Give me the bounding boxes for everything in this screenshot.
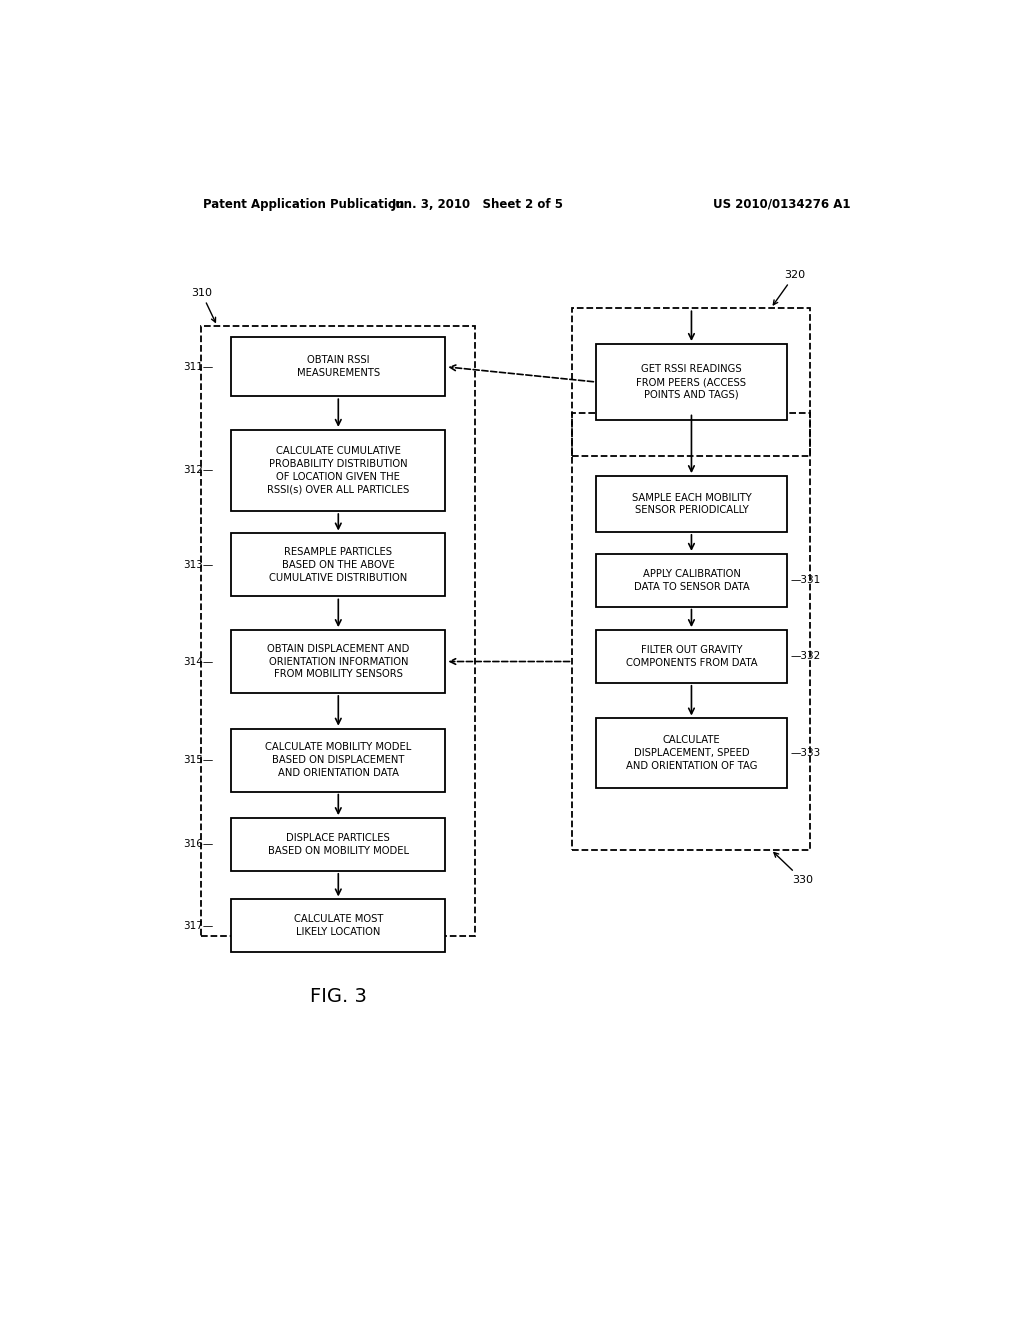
Text: Patent Application Publication: Patent Application Publication bbox=[204, 198, 404, 211]
Text: —332: —332 bbox=[791, 652, 821, 661]
Bar bbox=[231, 630, 445, 693]
Text: 311—: 311— bbox=[182, 362, 213, 372]
Text: FIG. 3: FIG. 3 bbox=[310, 987, 367, 1006]
Text: OBTAIN RSSI
MEASUREMENTS: OBTAIN RSSI MEASUREMENTS bbox=[297, 355, 380, 378]
Text: CALCULATE MOBILITY MODEL
BASED ON DISPLACEMENT
AND ORIENTATION DATA: CALCULATE MOBILITY MODEL BASED ON DISPLA… bbox=[265, 742, 412, 777]
Bar bbox=[231, 818, 445, 871]
Text: APPLY CALIBRATION
DATA TO SENSOR DATA: APPLY CALIBRATION DATA TO SENSOR DATA bbox=[634, 569, 750, 591]
Text: 330: 330 bbox=[774, 853, 813, 884]
Text: SAMPLE EACH MOBILITY
SENSOR PERIODICALLY: SAMPLE EACH MOBILITY SENSOR PERIODICALLY bbox=[632, 492, 752, 515]
Bar bbox=[596, 477, 786, 532]
Text: —331: —331 bbox=[791, 576, 821, 585]
Text: 315—: 315— bbox=[182, 755, 213, 766]
Bar bbox=[596, 554, 786, 607]
Text: Jun. 3, 2010   Sheet 2 of 5: Jun. 3, 2010 Sheet 2 of 5 bbox=[391, 198, 563, 211]
Text: CALCULATE CUMULATIVE
PROBABILITY DISTRIBUTION
OF LOCATION GIVEN THE
RSSI(s) OVER: CALCULATE CUMULATIVE PROBABILITY DISTRIB… bbox=[267, 446, 410, 495]
Text: FILTER OUT GRAVITY
COMPONENTS FROM DATA: FILTER OUT GRAVITY COMPONENTS FROM DATA bbox=[626, 645, 758, 668]
Bar bbox=[231, 899, 445, 952]
Bar bbox=[231, 533, 445, 597]
Bar bbox=[231, 729, 445, 792]
Text: CALCULATE
DISPLACEMENT, SPEED
AND ORIENTATION OF TAG: CALCULATE DISPLACEMENT, SPEED AND ORIENT… bbox=[626, 735, 757, 771]
Text: DISPLACE PARTICLES
BASED ON MOBILITY MODEL: DISPLACE PARTICLES BASED ON MOBILITY MOD… bbox=[268, 833, 409, 855]
Text: RESAMPLE PARTICLES
BASED ON THE ABOVE
CUMULATIVE DISTRIBUTION: RESAMPLE PARTICLES BASED ON THE ABOVE CU… bbox=[269, 548, 408, 582]
Text: 314—: 314— bbox=[182, 656, 213, 667]
Text: US 2010/0134276 A1: US 2010/0134276 A1 bbox=[713, 198, 850, 211]
Bar bbox=[231, 338, 445, 396]
Text: 317—: 317— bbox=[182, 921, 213, 931]
Bar bbox=[202, 326, 475, 936]
Bar bbox=[596, 718, 786, 788]
Text: CALCULATE MOST
LIKELY LOCATION: CALCULATE MOST LIKELY LOCATION bbox=[294, 915, 383, 937]
Text: —333: —333 bbox=[791, 748, 821, 758]
Text: 310: 310 bbox=[190, 288, 215, 322]
Bar bbox=[596, 630, 786, 682]
Text: 320: 320 bbox=[773, 269, 805, 305]
Text: 312—: 312— bbox=[182, 466, 213, 475]
Bar bbox=[572, 309, 810, 455]
Bar bbox=[572, 413, 810, 850]
Bar bbox=[231, 430, 445, 511]
Text: 313—: 313— bbox=[182, 560, 213, 570]
Text: OBTAIN DISPLACEMENT AND
ORIENTATION INFORMATION
FROM MOBILITY SENSORS: OBTAIN DISPLACEMENT AND ORIENTATION INFO… bbox=[267, 644, 410, 680]
Bar bbox=[596, 345, 786, 420]
Text: GET RSSI READINGS
FROM PEERS (ACCESS
POINTS AND TAGS): GET RSSI READINGS FROM PEERS (ACCESS POI… bbox=[637, 364, 746, 400]
Text: 316—: 316— bbox=[182, 840, 213, 850]
